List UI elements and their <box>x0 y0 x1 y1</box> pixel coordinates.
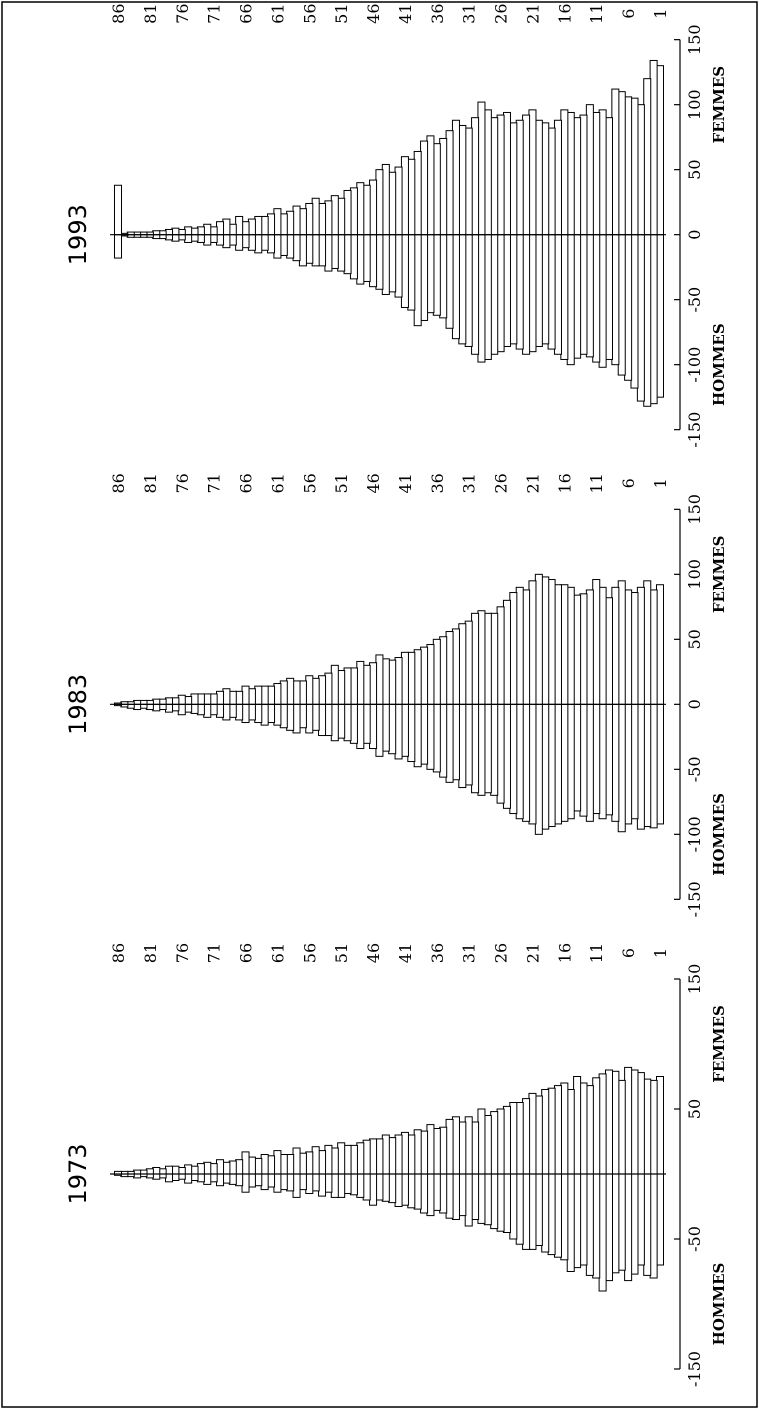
male-bar-age-86 <box>113 234 123 259</box>
age-tick-label: 76 <box>173 473 192 493</box>
age-tick-label: 56 <box>300 473 319 493</box>
panel-title: 1973 <box>64 1143 92 1204</box>
age-tick-label: 51 <box>332 943 351 963</box>
age-tick-label: 41 <box>396 473 415 493</box>
age-tick-label: 41 <box>396 943 415 963</box>
age-tick-label: 26 <box>492 943 511 963</box>
age-tick-label: 31 <box>460 943 479 963</box>
age-tick-label: 1 <box>651 478 670 488</box>
age-tick-label: 21 <box>523 943 542 963</box>
pyramid-panel-1983: 1983 -150 -100 -50 0 50 100 150 HOMMES FEMMES 86 81… <box>64 473 728 917</box>
pyramid-panel-1993: 1993 -150 -100 -50 0 50 100 150 HOMMES FEMMES 86 81… <box>64 3 728 447</box>
age-tick-label: 71 <box>205 473 224 493</box>
age-tick-label: 86 <box>109 473 128 493</box>
age-tick-label: 56 <box>300 943 319 963</box>
age-tick-label: 1 <box>651 9 670 19</box>
age-tick-label: 26 <box>492 3 511 23</box>
panel-title: 1993 <box>64 204 92 265</box>
age-tick-label: 31 <box>460 3 479 23</box>
age-tick-label: 31 <box>460 473 479 493</box>
age-tick-label: 36 <box>428 473 447 493</box>
age-tick-label: 71 <box>205 943 224 963</box>
age-tick-label: 61 <box>268 3 287 23</box>
value-tick-label: 0 <box>685 699 704 709</box>
age-tick-label: 11 <box>587 943 606 963</box>
age-tick-label: 51 <box>332 3 351 23</box>
value-tick-label: -150 <box>685 412 704 448</box>
age-tick-label: 11 <box>587 473 606 493</box>
value-tick-label: 150 <box>685 494 704 525</box>
male-label: HOMMES <box>710 793 728 876</box>
age-tick-label: 66 <box>237 943 256 963</box>
age-tick-label: 36 <box>428 943 447 963</box>
age-tick-label: 36 <box>428 3 447 23</box>
value-tick-label: 150 <box>685 24 704 55</box>
age-tick-label: 86 <box>109 3 128 23</box>
age-tick-label: 21 <box>523 473 542 493</box>
value-tick-label: -100 <box>685 816 704 852</box>
age-tick-label: 61 <box>268 943 287 963</box>
age-tick-label: 16 <box>555 3 574 23</box>
age-tick-label: 86 <box>109 943 128 963</box>
age-tick-label: 81 <box>141 3 160 23</box>
male-label: HOMMES <box>710 1263 728 1346</box>
female-label: FEMMES <box>710 66 728 144</box>
female-bar-age-86 <box>113 184 123 236</box>
age-tick-label: 11 <box>587 3 606 23</box>
value-tick-label: -100 <box>685 347 704 383</box>
age-tick-label: 81 <box>141 473 160 493</box>
female-label: FEMMES <box>710 1005 728 1083</box>
value-tick-label: -150 <box>685 881 704 917</box>
value-tick-label: 100 <box>685 89 704 120</box>
value-tick-label: -50 <box>685 1226 704 1252</box>
value-tick-label: -50 <box>685 756 704 782</box>
age-tick-label: 16 <box>555 473 574 493</box>
age-tick-label: 46 <box>364 3 383 23</box>
age-tick-label: 46 <box>364 943 383 963</box>
female-label: FEMMES <box>710 536 728 614</box>
value-tick-label: 150 <box>685 964 704 995</box>
age-tick-label: 71 <box>205 3 224 23</box>
age-tick-label: 6 <box>619 948 638 958</box>
age-tick-label: 51 <box>332 473 351 493</box>
age-tick-label: 41 <box>396 3 415 23</box>
age-tick-label: 21 <box>523 3 542 23</box>
age-tick-label: 56 <box>300 3 319 23</box>
age-tick-label: 66 <box>237 473 256 493</box>
value-tick-label: 50 <box>685 629 704 649</box>
panel-title: 1983 <box>64 674 92 735</box>
age-tick-label: 66 <box>237 3 256 23</box>
value-tick-label: -50 <box>685 287 704 313</box>
age-tick-label: 1 <box>651 948 670 958</box>
age-tick-label: 61 <box>268 473 287 493</box>
age-tick-label: 76 <box>173 3 192 23</box>
age-tick-label: 6 <box>619 9 638 19</box>
age-tick-label: 46 <box>364 473 383 493</box>
value-tick-label: 50 <box>685 159 704 179</box>
value-tick-label: 100 <box>685 559 704 590</box>
age-tick-label: 76 <box>173 943 192 963</box>
value-tick-label: 0 <box>685 230 704 240</box>
age-tick-label: 16 <box>555 943 574 963</box>
age-tick-label: 6 <box>619 478 638 488</box>
age-tick-label: 81 <box>141 943 160 963</box>
value-tick-label: 50 <box>685 1099 704 1119</box>
age-tick-label: 26 <box>492 473 511 493</box>
value-tick-label: -150 <box>685 1351 704 1387</box>
male-label: HOMMES <box>710 323 728 406</box>
